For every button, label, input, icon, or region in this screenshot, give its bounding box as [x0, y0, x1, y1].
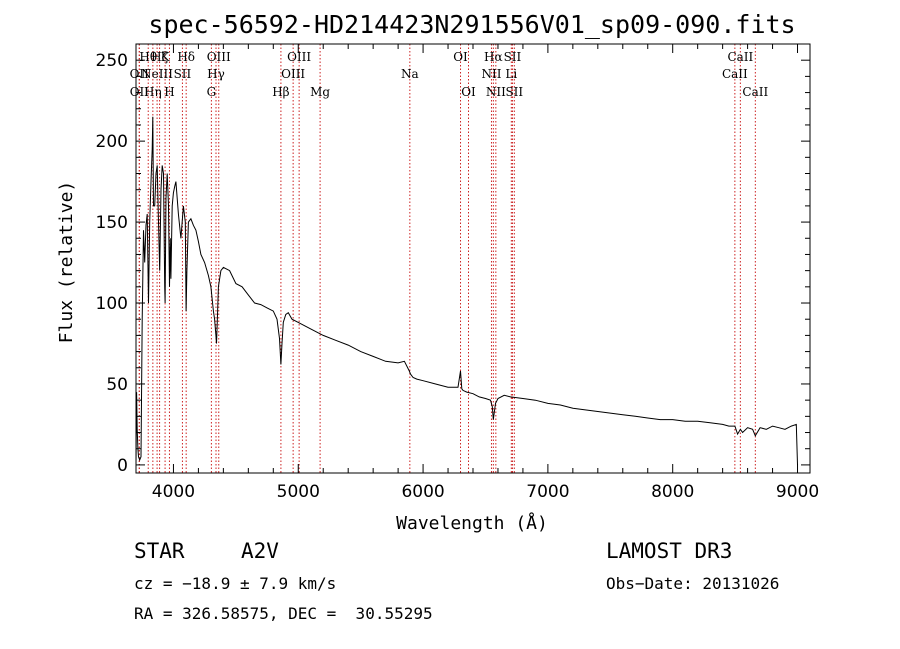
line-marker-labels: OIIOIIHθHηNeIIIHζKHSIIHδGHγOIIIHβOIIIOII…: [130, 50, 769, 99]
line-marker-label: Hζ: [151, 50, 168, 64]
line-marker-label: Hγ: [207, 67, 225, 81]
line-marker-label: OI: [461, 85, 476, 99]
object-class: STAR: [134, 539, 185, 563]
line-marker-label: Hβ: [272, 85, 289, 99]
line-marker-label: CaII: [722, 67, 748, 81]
y-tick-label: 0: [117, 456, 128, 476]
y-tick-label: 50: [106, 375, 128, 395]
line-marker-label: Hη: [144, 85, 162, 99]
line-marker-label: SII: [504, 50, 522, 64]
line-marker-label: SII: [505, 85, 523, 99]
line-marker-label: CaII: [727, 50, 753, 64]
line-marker-label: Hα: [484, 50, 503, 64]
line-marker-label: OIII: [287, 50, 311, 64]
line-marker-label: NII: [481, 67, 501, 81]
line-marker-label: G: [207, 85, 217, 99]
line-marker-label: OIII: [207, 50, 231, 64]
line-marker-label: CaII: [742, 85, 768, 99]
line-marker-label: OI: [453, 50, 468, 64]
y-tick-label: 100: [96, 294, 128, 314]
x-axis-ticks: 4000 5000 6000 7000 8000 9000: [152, 44, 819, 502]
redshift-text: cz = −18.9 ± 7.9 km/s: [134, 574, 337, 593]
spectrum-line: [135, 116, 798, 465]
coordinates: RA = 326.58575, DEC = 30.55295: [134, 604, 433, 623]
line-marker-label: Li: [505, 67, 517, 81]
line-marker-label: NeIII: [141, 67, 173, 81]
y-axis-label: Flux (relative): [56, 181, 77, 344]
y-axis-ticks: 0 50 100 150 200 250: [96, 51, 810, 476]
y-tick-label: 200: [96, 132, 128, 152]
line-marker-label: OIII: [281, 67, 305, 81]
line-marker-label: K: [161, 50, 171, 64]
x-tick-label: 6000: [401, 482, 444, 502]
line-marker-label: Na: [401, 67, 419, 81]
x-tick-label: 8000: [651, 482, 694, 502]
chart-title: spec-56592-HD214423N291556V01_sp09-090.f…: [148, 10, 795, 39]
x-axis-label: Wavelength (Å): [396, 512, 548, 534]
y-tick-label: 250: [96, 51, 128, 71]
x-tick-label: 4000: [152, 482, 195, 502]
line-marker-label: Mg: [310, 85, 330, 99]
line-marker-label: OII: [130, 85, 150, 99]
line-markers: [138, 44, 756, 473]
line-marker-label: SII: [174, 67, 192, 81]
survey-name: LAMOST DR3: [606, 539, 733, 563]
object-subclass: A2V: [241, 539, 279, 563]
x-tick-label: 5000: [277, 482, 320, 502]
line-marker-label: OII: [130, 67, 150, 81]
x-tick-label: 9000: [776, 482, 819, 502]
y-tick-label: 150: [96, 213, 128, 233]
line-marker-label: NII: [486, 85, 506, 99]
x-tick-label: 7000: [526, 482, 569, 502]
line-marker-label: Hδ: [177, 50, 195, 64]
plot-frame: [135, 43, 811, 474]
line-marker-label: H: [164, 85, 174, 99]
obs-date: Obs−Date: 20131026: [606, 574, 780, 593]
